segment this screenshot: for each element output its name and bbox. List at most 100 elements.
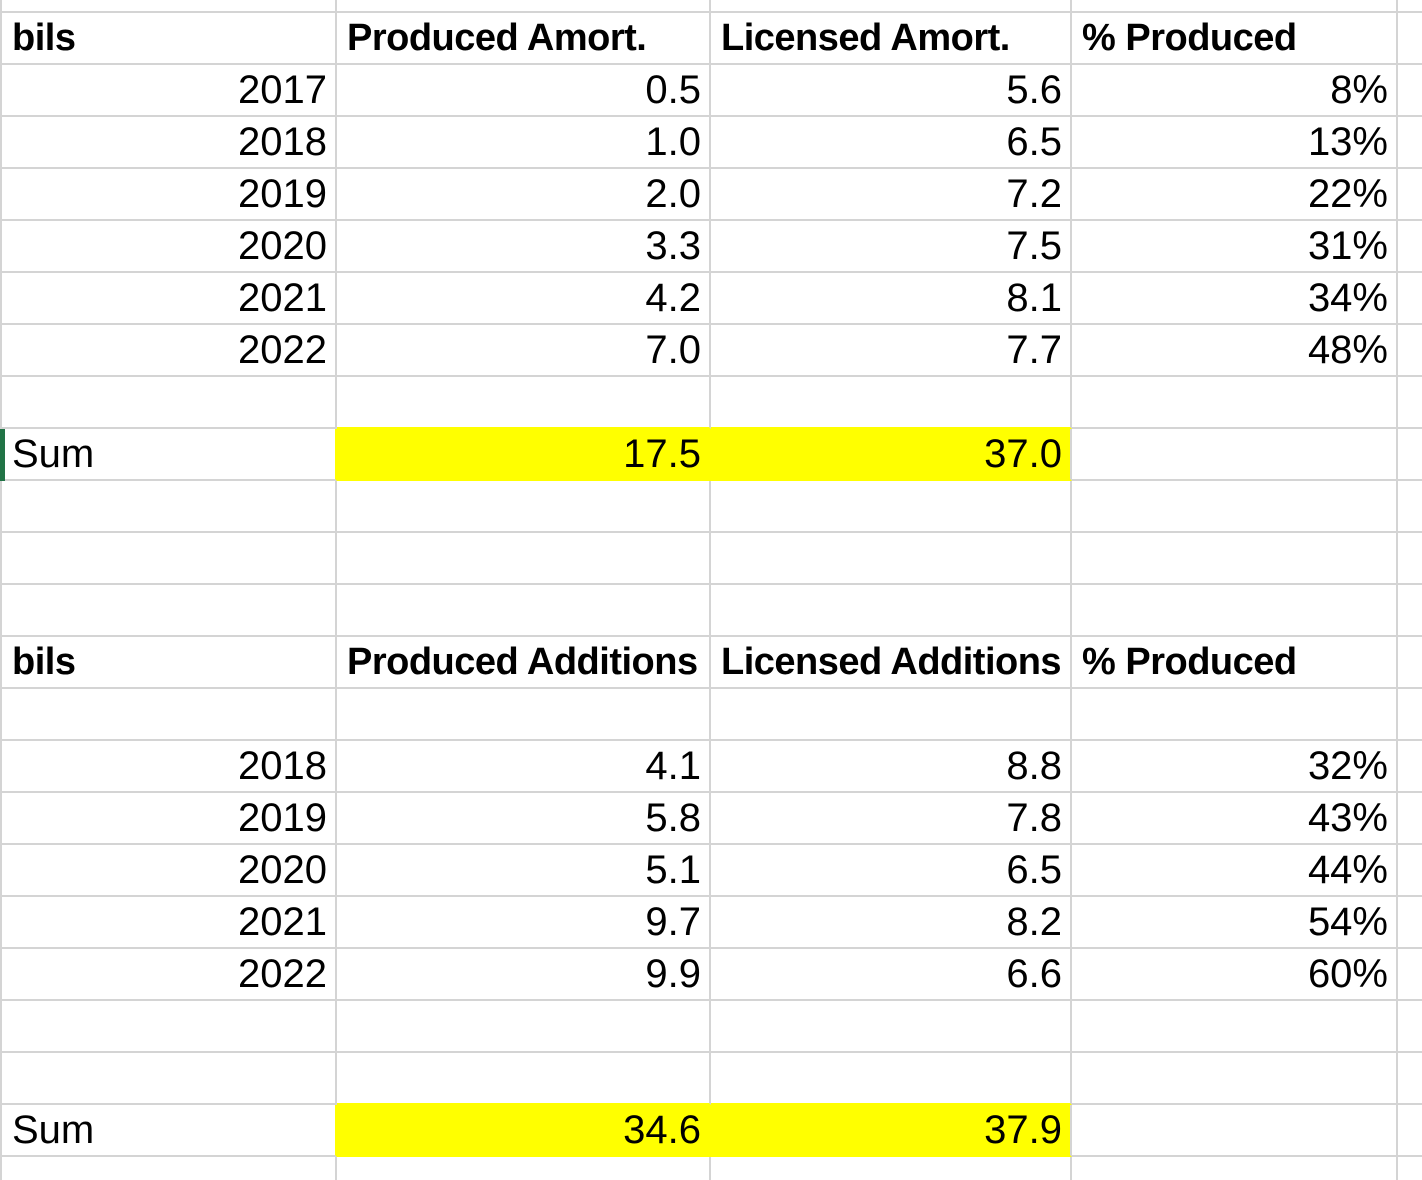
cell-additions-header-right-edge[interactable] [1398,637,1422,689]
cell-additions-sum-right-edge[interactable] [1398,1105,1422,1157]
cell-amort-2022-labels[interactable]: 2022 [0,325,337,377]
cell-additions-2020-licensed[interactable]: 6.5 [711,845,1072,897]
cell-additions-2018-licensed[interactable]: 8.8 [711,741,1072,793]
cell-amort-2022-right-edge[interactable] [1398,325,1422,377]
cell-blank-1-labels[interactable] [0,377,337,429]
cell-blank-3-right-edge[interactable] [1398,533,1422,585]
cell-amort-2020-labels[interactable]: 2020 [0,221,337,273]
cell-additions-2022-labels[interactable]: 2022 [0,949,337,1001]
cell-additions-header-produced[interactable]: Produced Additions [337,637,711,689]
cell-additions-2021-licensed[interactable]: 8.2 [711,897,1072,949]
cell-blank-6-labels[interactable] [0,1001,337,1053]
cell-blank-4-labels[interactable] [0,585,337,637]
cell-amort-2020-pct-produced[interactable]: 31% [1072,221,1398,273]
cell-partial-bottom-produced[interactable] [337,1157,711,1180]
cell-blank-4-licensed[interactable] [711,585,1072,637]
cell-blank-3-licensed[interactable] [711,533,1072,585]
cell-partial-bottom-licensed[interactable] [711,1157,1072,1180]
cell-additions-header-pct-produced[interactable]: % Produced [1072,637,1398,689]
cell-amort-2017-licensed[interactable]: 5.6 [711,65,1072,117]
cell-amort-2021-right-edge[interactable] [1398,273,1422,325]
cell-amort-2018-right-edge[interactable] [1398,117,1422,169]
cell-amort-2017-labels[interactable]: 2017 [0,65,337,117]
cell-amort-sum-licensed[interactable]: 37.0 [711,429,1072,481]
cell-additions-2019-right-edge[interactable] [1398,793,1422,845]
cell-additions-2018-pct-produced[interactable]: 32% [1072,741,1398,793]
cell-amort-sum-produced[interactable]: 17.5 [337,429,711,481]
cell-additions-2022-pct-produced[interactable]: 60% [1072,949,1398,1001]
cell-additions-2021-right-edge[interactable] [1398,897,1422,949]
cell-blank-6-licensed[interactable] [711,1001,1072,1053]
cell-additions-2021-pct-produced[interactable]: 54% [1072,897,1398,949]
cell-amort-header-licensed[interactable]: Licensed Amort. [711,13,1072,65]
cell-amort-2021-produced[interactable]: 4.2 [337,273,711,325]
cell-additions-header-labels[interactable]: bils [0,637,337,689]
cell-amort-2018-pct-produced[interactable]: 13% [1072,117,1398,169]
cell-blank-4-right-edge[interactable] [1398,585,1422,637]
cell-amort-header-pct-produced[interactable]: % Produced [1072,13,1398,65]
cell-amort-header-produced[interactable]: Produced Amort. [337,13,711,65]
cell-additions-sum-labels[interactable]: Sum [0,1105,337,1157]
cell-additions-sum-licensed[interactable]: 37.9 [711,1105,1072,1157]
cell-additions-2020-produced[interactable]: 5.1 [337,845,711,897]
cell-amort-sum-right-edge[interactable] [1398,429,1422,481]
cell-blank-5-produced[interactable] [337,689,711,741]
cell-amort-header-labels[interactable]: bils [0,13,337,65]
cell-blank-1-produced[interactable] [337,377,711,429]
cell-blank-3-pct-produced[interactable] [1072,533,1398,585]
cell-amort-sum-pct-produced[interactable] [1072,429,1398,481]
cell-additions-2019-produced[interactable]: 5.8 [337,793,711,845]
cell-blank-6-produced[interactable] [337,1001,711,1053]
cell-partial-top-pct-produced[interactable] [1072,0,1398,13]
cell-additions-2022-produced[interactable]: 9.9 [337,949,711,1001]
cell-blank-2-right-edge[interactable] [1398,481,1422,533]
cell-amort-2017-pct-produced[interactable]: 8% [1072,65,1398,117]
cell-blank-1-licensed[interactable] [711,377,1072,429]
cell-additions-2020-pct-produced[interactable]: 44% [1072,845,1398,897]
cell-partial-bottom-labels[interactable] [0,1157,337,1180]
cell-amort-2021-pct-produced[interactable]: 34% [1072,273,1398,325]
cell-partial-top-produced[interactable] [337,0,711,13]
cell-partial-top-labels[interactable] [0,0,337,13]
cell-blank-7-labels[interactable] [0,1053,337,1105]
cell-blank-7-right-edge[interactable] [1398,1053,1422,1105]
cell-amort-2022-produced[interactable]: 7.0 [337,325,711,377]
cell-additions-sum-pct-produced[interactable] [1072,1105,1398,1157]
cell-blank-5-licensed[interactable] [711,689,1072,741]
cell-blank-3-labels[interactable] [0,533,337,585]
cell-additions-2020-labels[interactable]: 2020 [0,845,337,897]
cell-blank-7-produced[interactable] [337,1053,711,1105]
cell-amort-2017-produced[interactable]: 0.5 [337,65,711,117]
cell-amort-header-right-edge[interactable] [1398,13,1422,65]
cell-blank-6-right-edge[interactable] [1398,1001,1422,1053]
cell-blank-2-licensed[interactable] [711,481,1072,533]
cell-blank-7-licensed[interactable] [711,1053,1072,1105]
cell-amort-2020-licensed[interactable]: 7.5 [711,221,1072,273]
cell-blank-1-pct-produced[interactable] [1072,377,1398,429]
cell-additions-2019-labels[interactable]: 2019 [0,793,337,845]
cell-amort-2019-labels[interactable]: 2019 [0,169,337,221]
cell-partial-top-right-edge[interactable] [1398,0,1422,13]
cell-blank-6-pct-produced[interactable] [1072,1001,1398,1053]
cell-additions-2021-produced[interactable]: 9.7 [337,897,711,949]
cell-additions-2022-licensed[interactable]: 6.6 [711,949,1072,1001]
cell-additions-2019-licensed[interactable]: 7.8 [711,793,1072,845]
cell-additions-2021-labels[interactable]: 2021 [0,897,337,949]
cell-amort-2019-right-edge[interactable] [1398,169,1422,221]
cell-amort-2021-licensed[interactable]: 8.1 [711,273,1072,325]
cell-blank-5-pct-produced[interactable] [1072,689,1398,741]
cell-amort-2020-produced[interactable]: 3.3 [337,221,711,273]
cell-blank-3-produced[interactable] [337,533,711,585]
cell-amort-2018-labels[interactable]: 2018 [0,117,337,169]
cell-blank-2-labels[interactable] [0,481,337,533]
cell-additions-2022-right-edge[interactable] [1398,949,1422,1001]
cell-amort-2021-labels[interactable]: 2021 [0,273,337,325]
cell-partial-top-licensed[interactable] [711,0,1072,13]
cell-additions-sum-produced[interactable]: 34.6 [337,1105,711,1157]
cell-additions-2018-right-edge[interactable] [1398,741,1422,793]
cell-amort-2017-right-edge[interactable] [1398,65,1422,117]
cell-partial-bottom-right-edge[interactable] [1398,1157,1422,1180]
cell-amort-2022-pct-produced[interactable]: 48% [1072,325,1398,377]
cell-blank-5-labels[interactable] [0,689,337,741]
cell-blank-2-produced[interactable] [337,481,711,533]
